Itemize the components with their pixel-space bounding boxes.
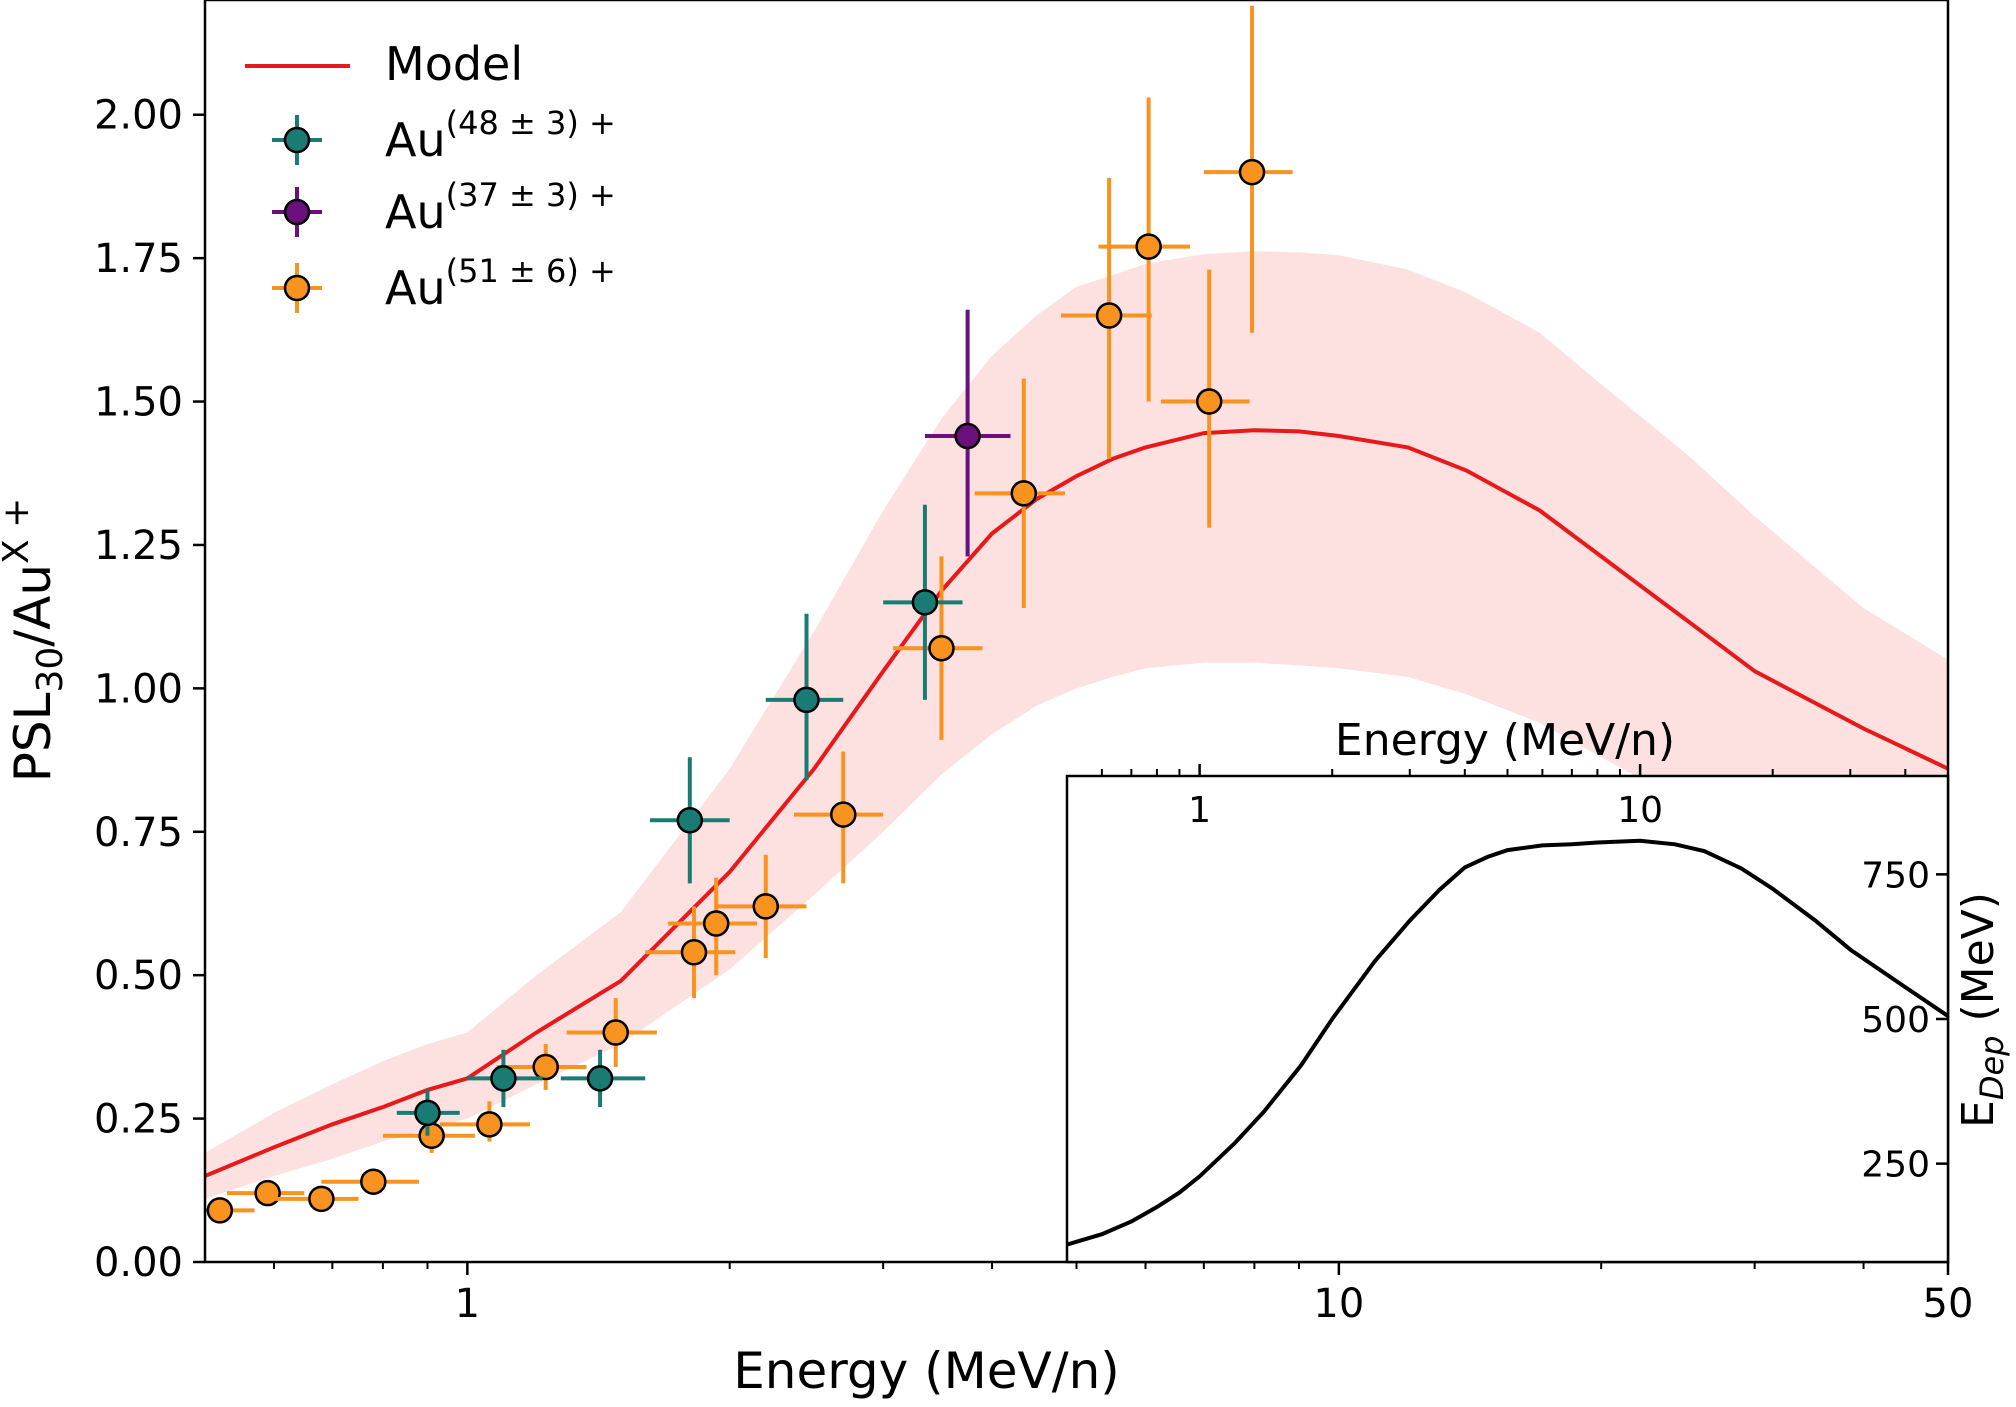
data-point xyxy=(680,938,708,966)
data-point xyxy=(911,589,939,616)
inset-x-tick-label: 10 xyxy=(1617,790,1663,831)
data-point xyxy=(602,1019,629,1046)
data-point xyxy=(676,807,704,834)
data-point xyxy=(360,1168,387,1195)
y-tick-label: 0.00 xyxy=(94,1240,183,1286)
data-point xyxy=(954,422,981,450)
legend-model-label: Model xyxy=(385,37,523,91)
data-point xyxy=(476,1111,503,1138)
x-tick-label: 50 xyxy=(1923,1281,1974,1327)
data-point xyxy=(928,634,955,662)
legend-swatch-marker xyxy=(283,274,311,302)
data-point xyxy=(1010,480,1038,507)
y-tick-label: 2.00 xyxy=(94,93,183,139)
legend-series-label: Au(48 ± 3) + xyxy=(385,104,616,167)
data-point xyxy=(830,801,857,828)
data-point xyxy=(308,1185,335,1213)
data-point xyxy=(490,1065,517,1092)
data-point xyxy=(1195,388,1223,415)
data-point xyxy=(793,686,820,714)
inset-x-tick-label: 1 xyxy=(1188,790,1211,831)
y-tick-label: 1.25 xyxy=(94,523,183,569)
data-point xyxy=(752,893,780,920)
x-tick-label: 10 xyxy=(1313,1281,1364,1327)
data-point xyxy=(586,1065,614,1092)
inset-background xyxy=(1067,776,1948,1262)
series-0 xyxy=(396,504,963,1136)
inset-x-axis-label: Energy (MeV/n) xyxy=(1335,715,1675,766)
model-line xyxy=(205,428,1948,1178)
data-point xyxy=(254,1179,281,1207)
inset-y-tick-label: 750 xyxy=(1861,855,1930,896)
y-tick-label: 1.50 xyxy=(94,380,183,426)
data-point xyxy=(418,1122,445,1150)
series-1 xyxy=(924,309,1011,557)
data-point xyxy=(414,1099,441,1127)
inset-plot-area xyxy=(1067,838,1948,1247)
inset-y-axis-label: EDep (MeV) xyxy=(1953,892,2011,1128)
inset-line xyxy=(1067,838,1948,1247)
series-2 xyxy=(205,5,1293,1224)
y-tick-label: 1.00 xyxy=(94,666,183,712)
x-axis-label: Energy (MeV/n) xyxy=(733,1342,1120,1400)
x-tick-label: 1 xyxy=(455,1281,480,1327)
data-point xyxy=(1095,302,1123,329)
main-plot-area xyxy=(205,5,1948,1224)
y-tick-label: 0.50 xyxy=(94,953,183,999)
y-tick-label: 1.75 xyxy=(94,236,183,282)
data-point xyxy=(1238,158,1266,186)
y-tick-label: 0.75 xyxy=(94,810,183,856)
y-tick-label: 0.25 xyxy=(94,1097,183,1143)
inset-y-tick-label: 500 xyxy=(1861,1000,1930,1041)
inset-y-tick-label: 250 xyxy=(1861,1145,1930,1186)
legend-swatch-marker xyxy=(283,198,311,226)
data-point xyxy=(206,1197,234,1224)
y-axis-label: PSL30/AuX + xyxy=(0,498,71,783)
legend-series-label: Au(51 ± 6) + xyxy=(385,252,616,315)
legend: Model Au(48 ± 3) + Au(37 ± 3) + Au(51 ± 6) … xyxy=(245,37,616,315)
legend-swatch-marker xyxy=(283,126,311,154)
data-point xyxy=(1135,233,1162,260)
data-point xyxy=(702,910,730,937)
legend-series-label: Au(37 ± 3) + xyxy=(385,176,616,239)
data-point xyxy=(532,1053,559,1081)
